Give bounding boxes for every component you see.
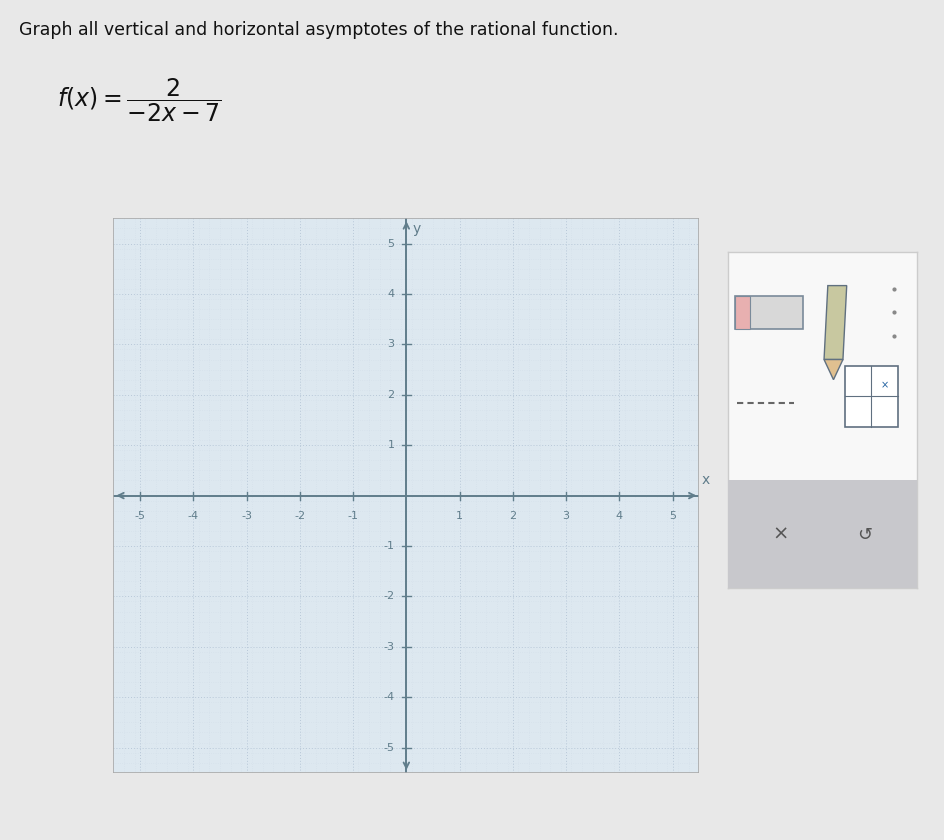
Bar [844,366,897,427]
Text: -1: -1 [383,541,395,551]
Text: ×: × [880,381,887,391]
Text: 1: 1 [387,440,395,450]
Text: 2: 2 [387,390,395,400]
Polygon shape [823,286,846,360]
Text: -5: -5 [383,743,395,753]
Text: ×: × [771,525,788,543]
Text: x: x [701,473,710,486]
Text: $f(x)=\dfrac{2}{-2x-7}$: $f(x)=\dfrac{2}{-2x-7}$ [57,77,221,124]
Text: -1: -1 [347,511,358,521]
Text: 3: 3 [562,511,569,521]
Text: 5: 5 [387,239,395,249]
Text: -2: -2 [383,591,395,601]
Bar [727,480,916,588]
Text: 4: 4 [615,511,622,521]
Text: -5: -5 [134,511,145,521]
Text: -3: -3 [241,511,252,521]
Text: 5: 5 [668,511,676,521]
Text: 3: 3 [387,339,395,349]
Polygon shape [734,296,750,329]
Text: -4: -4 [188,511,198,521]
Text: 1: 1 [456,511,463,521]
Text: -3: -3 [383,642,395,652]
Text: -2: -2 [294,511,305,521]
Text: $\circlearrowleft$: $\circlearrowleft$ [853,525,872,543]
Text: -4: -4 [383,692,395,702]
Polygon shape [734,296,802,329]
Text: Graph all vertical and horizontal asymptotes of the rational function.: Graph all vertical and horizontal asympt… [19,21,617,39]
Text: 4: 4 [387,289,395,299]
Text: y: y [413,223,420,236]
Text: 2: 2 [509,511,515,521]
Polygon shape [823,360,842,380]
